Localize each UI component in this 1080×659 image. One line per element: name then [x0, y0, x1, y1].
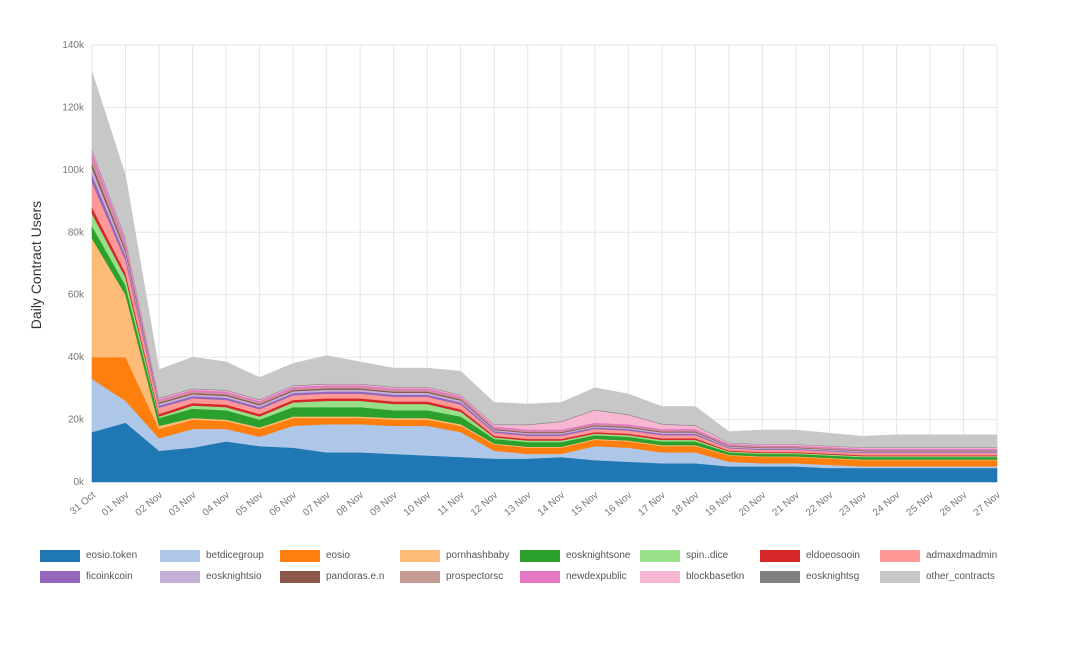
- x-tick-label: 16 Nov: [603, 490, 634, 519]
- legend-label: betdicegroup: [206, 550, 264, 561]
- legend-item[interactable]: eosknightsio: [160, 570, 280, 583]
- area-other-contracts: [91, 71, 998, 448]
- legend-label: prospectorsc: [446, 571, 504, 582]
- y-tick-label: 0k: [73, 477, 85, 488]
- legend-swatch: [880, 570, 920, 583]
- legend-swatch: [40, 549, 80, 562]
- legend-item[interactable]: newdexpublic: [520, 570, 640, 583]
- legend-swatch: [400, 570, 440, 583]
- legend-swatch: [160, 570, 200, 583]
- y-tick-label: 20k: [68, 415, 85, 426]
- x-tick-label: 15 Nov: [569, 490, 600, 519]
- legend-swatch: [400, 549, 440, 562]
- legend-item[interactable]: spin..dice: [640, 549, 760, 562]
- legend-item[interactable]: eosio.token: [40, 549, 160, 562]
- x-tick-label: 23 Nov: [838, 490, 869, 519]
- x-tick-label: 13 Nov: [502, 490, 533, 519]
- x-tick-label: 01 Nov: [100, 490, 131, 519]
- legend-label: eosknightsone: [566, 550, 631, 561]
- legend-label: pandoras.e.n: [326, 571, 385, 582]
- x-tick-label: 05 Nov: [234, 490, 265, 519]
- x-tick-label: 03 Nov: [167, 490, 198, 519]
- daily-contract-users-chart: 0k 20k 40k 60k 80k 100k 120k 140k 31 Oct 01 Nov 02…: [28, 40, 1003, 519]
- x-tick-label: 10 Nov: [402, 490, 433, 519]
- y-axis-label: Daily Contract Users: [28, 201, 44, 329]
- x-tick-label: 09 Nov: [368, 490, 399, 519]
- legend-swatch: [880, 549, 920, 562]
- legend-item[interactable]: eosknightsone: [520, 549, 640, 562]
- legend-swatch: [40, 570, 80, 583]
- legend-label: other_contracts: [926, 571, 995, 582]
- legend-label: ficoinkcoin: [86, 571, 133, 582]
- x-tick-label: 31 Oct: [68, 490, 98, 518]
- legend-label: eldoeosooin: [806, 550, 860, 561]
- legend-item[interactable]: betdicegroup: [160, 549, 280, 562]
- legend-swatch: [760, 570, 800, 583]
- legend-label: spin..dice: [686, 550, 729, 561]
- legend-item[interactable]: pandoras.e.n: [280, 570, 400, 583]
- y-tick-label: 40k: [68, 352, 85, 363]
- legend-item[interactable]: blockbasetkn: [640, 570, 760, 583]
- x-tick-label: 21 Nov: [770, 490, 801, 519]
- x-tick-label: 22 Nov: [804, 490, 835, 519]
- legend-swatch: [520, 549, 560, 562]
- legend-item[interactable]: admaxdmadmin: [880, 549, 1000, 562]
- legend-swatch: [160, 549, 200, 562]
- legend-item[interactable]: eosio: [280, 549, 400, 562]
- y-tick-label: 60k: [68, 290, 85, 301]
- legend-swatch: [640, 570, 680, 583]
- legend-swatch: [280, 570, 320, 583]
- legend-item[interactable]: other_contracts: [880, 570, 1000, 583]
- x-tick-label: 27 Nov: [972, 490, 1003, 519]
- legend-label: newdexpublic: [566, 571, 627, 582]
- x-tick-label: 02 Nov: [134, 490, 165, 519]
- x-tick-label: 25 Nov: [905, 490, 936, 519]
- x-tick-label: 17 Nov: [636, 490, 667, 519]
- x-tick-label: 19 Nov: [703, 490, 734, 519]
- x-tick-label: 04 Nov: [201, 490, 232, 519]
- legend-swatch: [280, 549, 320, 562]
- x-tick-label: 26 Nov: [938, 490, 969, 519]
- legend-item[interactable]: eldoeosooin: [760, 549, 880, 562]
- legend-item[interactable]: eosknightsg: [760, 570, 880, 583]
- legend-label: eosio.token: [86, 550, 138, 561]
- legend-item[interactable]: prospectorsc: [400, 570, 520, 583]
- legend-label: eosknightsio: [206, 571, 262, 582]
- legend-row: eosio.token betdicegroup eosio pornhashbaby…: [40, 545, 1000, 566]
- x-tick-label: 07 Nov: [301, 490, 332, 519]
- y-tick-label: 100k: [62, 165, 85, 176]
- x-tick-label: 11 Nov: [436, 490, 467, 518]
- stacked-areas: [91, 71, 998, 483]
- legend-swatch: [520, 570, 560, 583]
- x-tick-label: 18 Nov: [670, 490, 701, 519]
- legend-label: pornhashbaby: [446, 550, 510, 561]
- legend-label: blockbasetkn: [686, 571, 745, 582]
- x-tick-label: 14 Nov: [536, 490, 567, 519]
- legend-label: admaxdmadmin: [926, 550, 998, 561]
- legend-label: eosio: [326, 550, 350, 561]
- x-tick-label: 08 Nov: [335, 490, 366, 519]
- legend-item[interactable]: ficoinkcoin: [40, 570, 160, 583]
- y-tick-label: 120k: [62, 102, 85, 113]
- x-tick-label: 12 Nov: [469, 490, 500, 519]
- legend-swatch: [640, 549, 680, 562]
- x-tick-label: 24 Nov: [871, 490, 902, 519]
- x-tick-label: 06 Nov: [268, 490, 299, 519]
- legend-item[interactable]: pornhashbaby: [400, 549, 520, 562]
- chart-legend: eosio.token betdicegroup eosio pornhashbaby…: [40, 545, 1000, 587]
- legend-row: ficoinkcoin eosknightsio pandoras.e.n prosp…: [40, 566, 1000, 587]
- x-tick-label: 20 Nov: [737, 490, 768, 519]
- y-tick-label: 140k: [62, 40, 85, 51]
- y-tick-label: 80k: [68, 227, 85, 238]
- legend-label: eosknightsg: [806, 571, 860, 582]
- legend-swatch: [760, 549, 800, 562]
